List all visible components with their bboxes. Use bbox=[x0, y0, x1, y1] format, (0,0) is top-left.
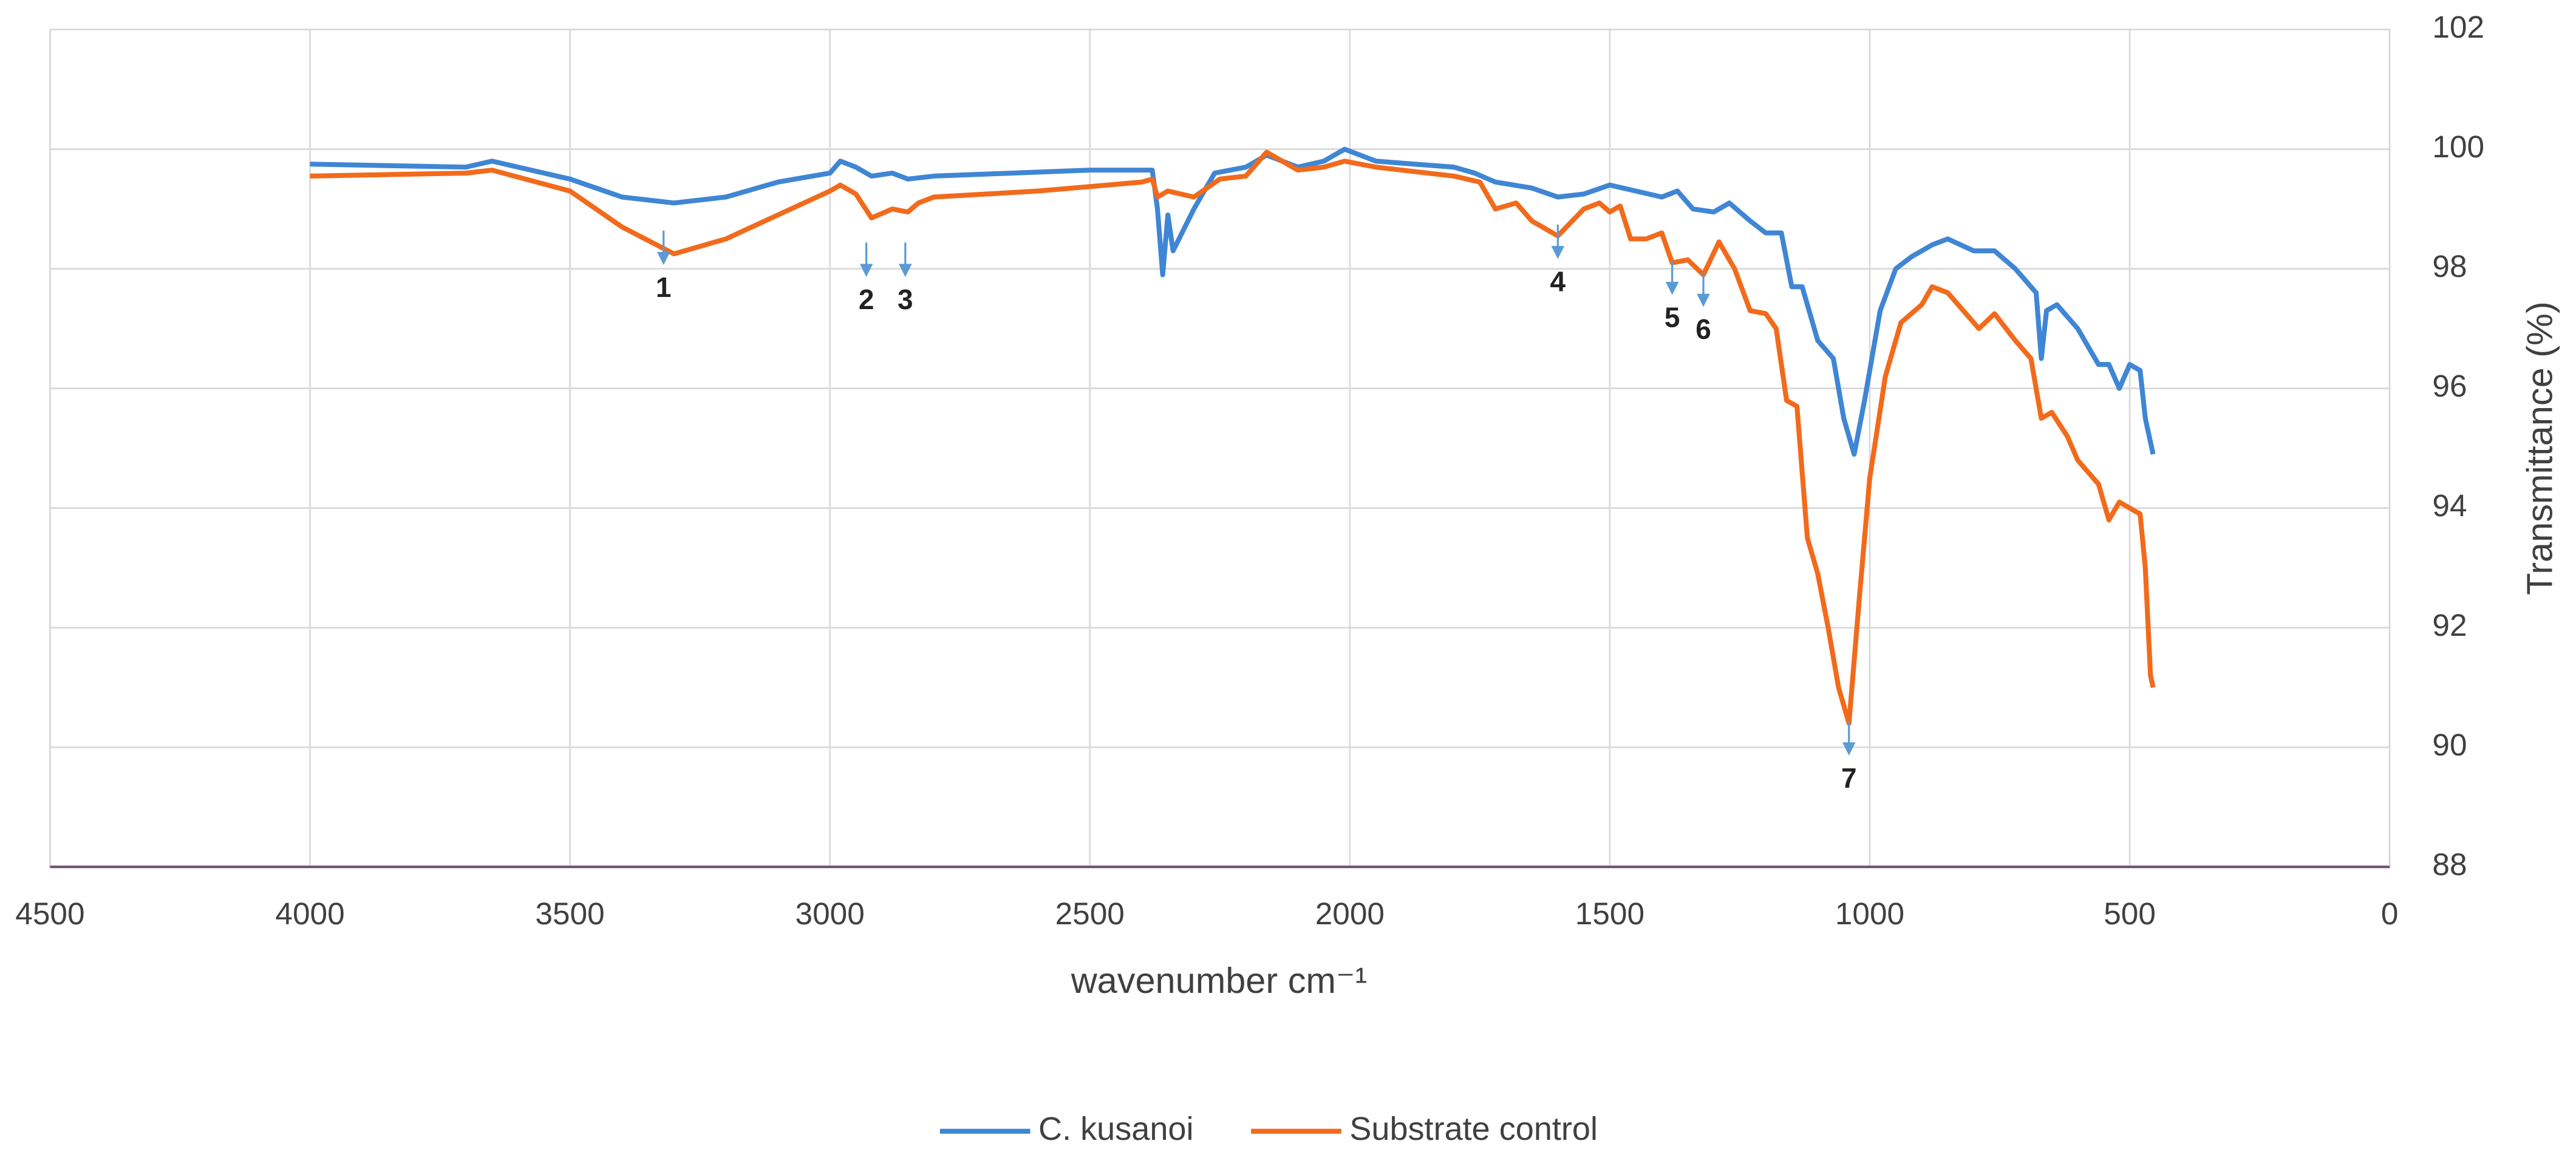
arrow-head bbox=[1665, 282, 1679, 295]
legend-label: C. kusanoi bbox=[1038, 1111, 1193, 1147]
x-tick-label: 4000 bbox=[275, 896, 344, 931]
arrow-head bbox=[1551, 245, 1565, 259]
y-tick-label: 94 bbox=[2432, 488, 2467, 523]
y-tick-label: 90 bbox=[2432, 728, 2467, 762]
annotation-arrow bbox=[656, 230, 670, 265]
x-tick-label: 1000 bbox=[1835, 896, 1904, 931]
annotation-label: 5 bbox=[1665, 301, 1680, 333]
x-tick-label: 2000 bbox=[1315, 896, 1385, 931]
legend-label: Substrate control bbox=[1349, 1111, 1598, 1147]
annotation-arrow bbox=[1665, 260, 1679, 295]
annotation-arrow bbox=[859, 242, 873, 278]
x-tick-label: 1500 bbox=[1575, 896, 1644, 931]
y-tick-label: 92 bbox=[2432, 608, 2467, 642]
y-axis-title: Transmittance (%) bbox=[2519, 301, 2560, 595]
annotation-label: 1 bbox=[656, 271, 672, 303]
annotation-label: 4 bbox=[1550, 265, 1566, 297]
series-line bbox=[310, 149, 2156, 726]
arrow-head bbox=[859, 264, 873, 278]
plot-frame bbox=[49, 29, 2391, 868]
series-line bbox=[310, 146, 2156, 457]
x-tick-label: 0 bbox=[2381, 896, 2399, 931]
arrow-head bbox=[1697, 293, 1710, 307]
annotation-label: 6 bbox=[1695, 313, 1711, 345]
annotation-label: 2 bbox=[859, 284, 874, 315]
y-tick-label: 100 bbox=[2432, 129, 2484, 164]
annotation-arrow bbox=[1842, 721, 1856, 756]
x-tick-label: 3500 bbox=[535, 896, 604, 931]
arrow-head bbox=[899, 264, 912, 278]
x-tick-label: 500 bbox=[2104, 896, 2156, 931]
y-tick-label: 96 bbox=[2432, 369, 2467, 403]
x-tick-label: 4500 bbox=[15, 896, 84, 931]
annotation-arrow bbox=[899, 242, 912, 278]
arrow-head bbox=[1842, 742, 1856, 756]
y-tick-label: 102 bbox=[2432, 10, 2484, 44]
arrow-head bbox=[656, 251, 670, 265]
y-tick-label: 98 bbox=[2432, 249, 2467, 284]
annotation-label: 7 bbox=[1841, 762, 1857, 794]
x-tick-label: 3000 bbox=[796, 896, 865, 931]
x-axis-title: wavenumber cm⁻¹ bbox=[1071, 960, 1367, 1001]
annotation-label: 3 bbox=[898, 284, 913, 315]
x-tick-label: 2500 bbox=[1055, 896, 1125, 931]
y-tick-label: 88 bbox=[2432, 847, 2467, 882]
annotation-arrow bbox=[1697, 272, 1710, 307]
annotation-arrow bbox=[1551, 224, 1565, 259]
